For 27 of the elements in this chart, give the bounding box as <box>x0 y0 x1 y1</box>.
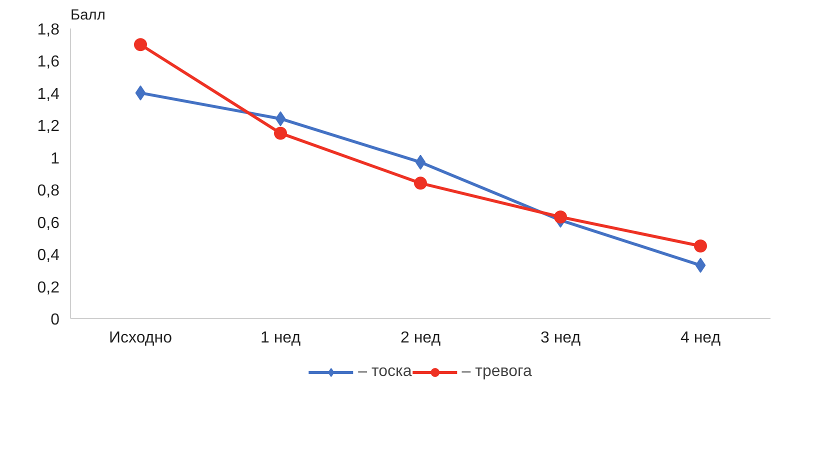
point <box>134 38 147 52</box>
y-tick-label: 1,4 <box>37 86 60 103</box>
y-tick-label: 0,6 <box>37 214 60 232</box>
x-tick-label: 4 нед <box>680 330 722 346</box>
point <box>695 258 706 273</box>
x-tick-label: 1 нед <box>260 330 302 346</box>
y-tick-label: 0 <box>50 312 60 328</box>
point <box>554 210 567 224</box>
legend-label: – тревога <box>462 362 532 380</box>
point <box>135 85 146 100</box>
y-tick-label: 0,2 <box>37 279 60 296</box>
y-tick-label: 1,6 <box>37 54 60 71</box>
x-tick-label: 2 нед <box>400 330 442 346</box>
y-tick-label: 1 <box>50 150 60 168</box>
y-tick-label: 0,4 <box>37 247 60 264</box>
point <box>415 154 426 170</box>
x-tick-label: Исходно <box>109 330 172 346</box>
y-axis-title: Балл <box>70 8 106 24</box>
point <box>414 176 427 190</box>
y-tick-label: 1,8 <box>37 22 60 38</box>
x-tick-label: 3 нед <box>540 330 582 346</box>
point <box>275 111 286 126</box>
y-tick-label: 1,2 <box>37 118 60 136</box>
y-tick-label: 0,8 <box>37 182 60 200</box>
legend-label: – тоска <box>358 362 412 380</box>
point <box>694 240 707 252</box>
point <box>274 126 287 140</box>
